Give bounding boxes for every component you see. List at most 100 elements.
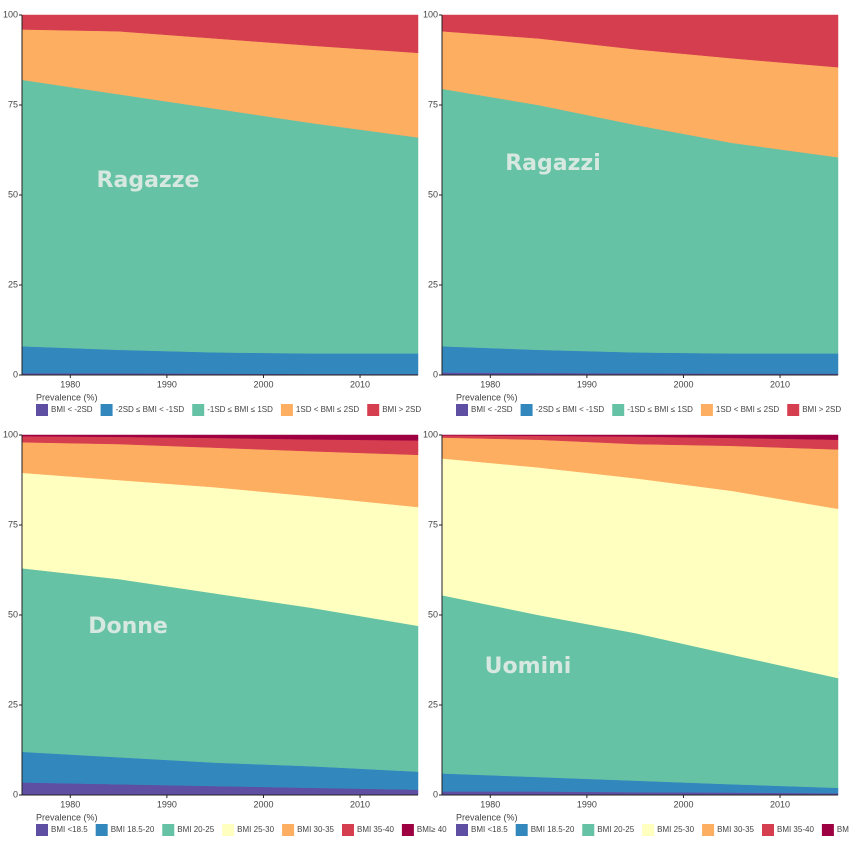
legend-title: Prevalence (%)	[456, 812, 518, 822]
legend-swatch	[515, 824, 528, 836]
x-tick-label: 1980	[60, 799, 80, 809]
y-tick-label: 75	[8, 99, 18, 109]
area	[21, 434, 419, 441]
legend-swatch	[367, 404, 380, 416]
panel: 0 25 50 75 100 1980 1990 2000 2010 Uomini Prevalen…	[423, 429, 849, 836]
x-tick-label: 1980	[480, 379, 500, 389]
area	[441, 434, 839, 440]
y-tick-label: 50	[8, 189, 18, 199]
y-tick-label: 25	[428, 699, 438, 709]
y-tick-label: 50	[428, 609, 438, 619]
y-tick-label: 25	[8, 699, 18, 709]
legend-label: BMI > 2SD	[382, 405, 421, 414]
x-tick-label: 2010	[350, 379, 370, 389]
legend-swatch	[192, 404, 205, 416]
panel: 0 25 50 75 100 1980 1990 2000 2010 Donne Prevalenc…	[3, 429, 447, 836]
legend-label: BMI 18.5-20	[111, 825, 155, 834]
legend-swatch	[100, 404, 113, 416]
legend-label: BMI <18.5	[471, 825, 508, 834]
legend-label: BMI 30-35	[717, 825, 754, 834]
legend-swatch	[582, 824, 595, 836]
y-tick-label: 100	[423, 429, 438, 439]
legend-label: BMI 20-25	[177, 825, 214, 834]
legend-title: Prevalence (%)	[456, 392, 518, 402]
legend-title: Prevalence (%)	[36, 812, 98, 822]
legend-label: BMI 35-40	[357, 825, 394, 834]
legend-swatch	[642, 824, 655, 836]
x-tick-label: 1980	[60, 379, 80, 389]
legend-label: BMI 30-35	[297, 825, 334, 834]
legend-label: -1SD ≤ BMI ≤ 1SD	[207, 405, 273, 414]
legend-swatch	[456, 404, 468, 416]
legend-label: BMI > 2SD	[802, 405, 841, 414]
legend-swatch	[36, 824, 48, 836]
legend-label: -2SD ≤ BMI < -1SD	[116, 405, 185, 414]
legend-swatch	[36, 404, 48, 416]
y-tick-label: 100	[423, 9, 438, 19]
x-tick-label: 1990	[577, 799, 597, 809]
legend-swatch	[821, 824, 834, 836]
x-tick-label: 2000	[673, 799, 693, 809]
legend-swatch	[95, 824, 108, 836]
legend-label: BMI < -2SD	[51, 405, 93, 414]
y-tick-label: 0	[433, 369, 438, 379]
x-tick-label: 1990	[577, 379, 597, 389]
y-tick-label: 75	[428, 519, 438, 529]
legend-title: Prevalence (%)	[36, 392, 98, 402]
x-tick-label: 2000	[253, 379, 273, 389]
y-tick-label: 0	[13, 369, 18, 379]
x-tick-label: 2010	[350, 799, 370, 809]
y-tick-label: 100	[3, 9, 18, 19]
panel: 0 25 50 75 100 1980 1990 2000 2010 Ragazzi Prevale…	[423, 9, 841, 416]
legend-swatch	[761, 824, 774, 836]
legend-label: BMI <18.5	[51, 825, 88, 834]
legend-label: -2SD ≤ BMI < -1SD	[536, 405, 605, 414]
y-tick-label: 75	[428, 99, 438, 109]
panel-label: Ragazze	[97, 168, 200, 193]
legend-label: BMI < -2SD	[471, 405, 513, 414]
panel-label: Uomini	[485, 654, 572, 679]
legend-label: BMI 18.5-20	[531, 825, 575, 834]
x-tick-label: 2000	[673, 379, 693, 389]
legend-swatch	[341, 824, 354, 836]
legend-label: BMI 25-30	[657, 825, 694, 834]
x-tick-label: 1980	[480, 799, 500, 809]
legend-swatch	[162, 824, 175, 836]
legend-swatch	[702, 824, 715, 836]
panel-label: Ragazzi	[505, 151, 601, 176]
y-tick-label: 0	[433, 789, 438, 799]
legend-label: 1SD < BMI ≤ 2SD	[716, 405, 780, 414]
x-tick-label: 2000	[253, 799, 273, 809]
x-tick-label: 1990	[157, 799, 177, 809]
y-tick-label: 0	[13, 789, 18, 799]
legend-label: BMI 35-40	[777, 825, 814, 834]
y-tick-label: 25	[428, 279, 438, 289]
x-tick-label: 2010	[770, 799, 790, 809]
x-tick-label: 2010	[770, 379, 790, 389]
legend-swatch	[282, 824, 295, 836]
panel-label: Donne	[88, 614, 168, 639]
legend-swatch	[700, 404, 713, 416]
legend-swatch	[612, 404, 625, 416]
legend-label: -1SD ≤ BMI ≤ 1SD	[627, 405, 693, 414]
legend-label: BMI≥ 40	[837, 825, 849, 834]
legend-swatch	[222, 824, 235, 836]
area	[441, 14, 839, 68]
area	[21, 14, 419, 54]
legend-swatch	[401, 824, 414, 836]
legend-label: BMI≥ 40	[417, 825, 447, 834]
panel: 0 25 50 75 100 1980 1990 2000 2010 Ragazze Prevale…	[3, 9, 421, 416]
y-tick-label: 50	[428, 189, 438, 199]
x-tick-label: 1990	[157, 379, 177, 389]
y-tick-label: 25	[8, 279, 18, 289]
legend-swatch	[787, 404, 800, 416]
legend-swatch	[456, 824, 468, 836]
y-tick-label: 75	[8, 519, 18, 529]
legend-label: 1SD < BMI ≤ 2SD	[296, 405, 360, 414]
legend-label: BMI 20-25	[597, 825, 634, 834]
legend-label: BMI 25-30	[237, 825, 274, 834]
legend-swatch	[280, 404, 293, 416]
legend-swatch	[520, 404, 533, 416]
y-tick-label: 100	[3, 429, 18, 439]
